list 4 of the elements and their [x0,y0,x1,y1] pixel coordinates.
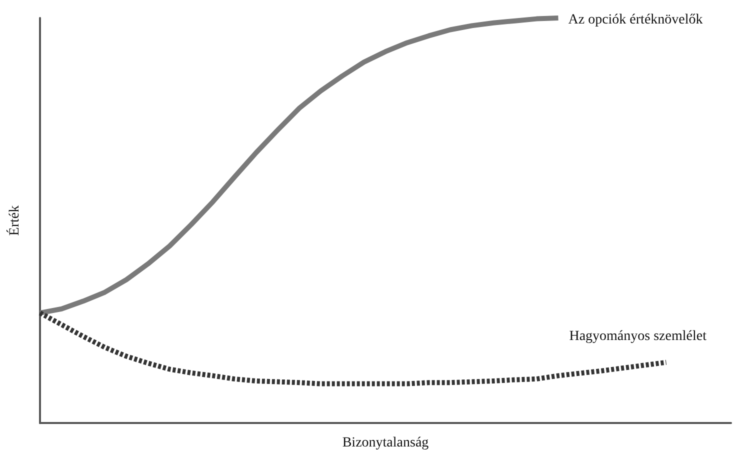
series-label: Az opciók értéknövelők [568,12,703,28]
text: Hagyományos szemlélet [569,328,707,344]
x-axis-title: Bizonytalanság [342,436,429,450]
y-axis-title: Érték [6,205,22,236]
